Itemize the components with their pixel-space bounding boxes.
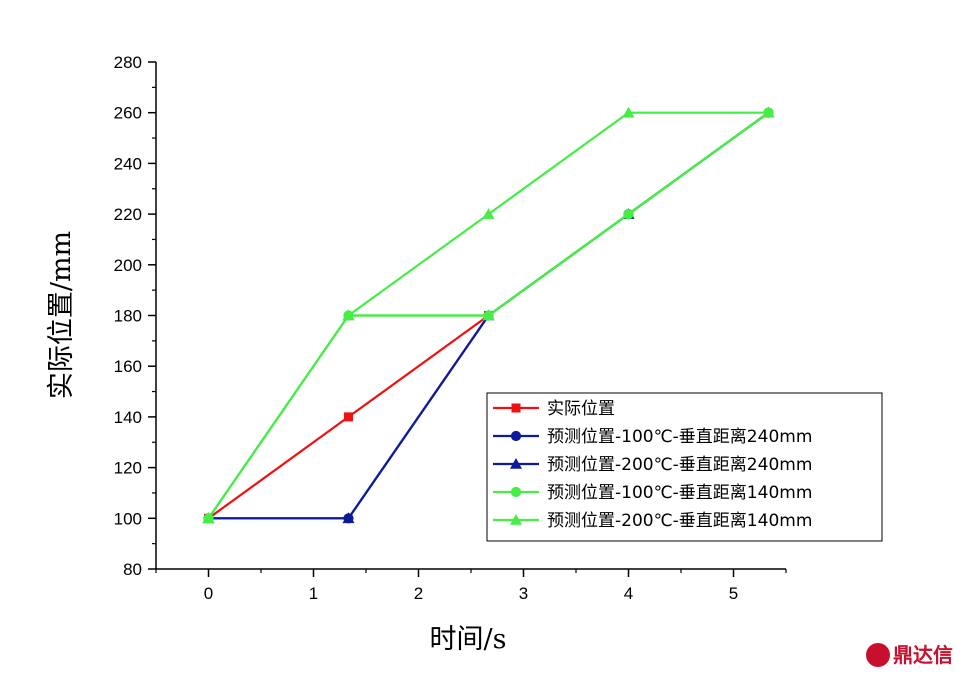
y-tick-label: 120	[114, 459, 142, 478]
legend-label: 预测位置-200℃-垂直距离140mm	[547, 511, 812, 531]
series-5-point	[202, 512, 215, 524]
x-tick-label: 5	[729, 584, 738, 603]
legend-box	[486, 392, 883, 542]
y-tick-label: 100	[114, 509, 142, 528]
x-tick-label: 3	[519, 584, 528, 603]
y-tick-label: 200	[114, 256, 142, 275]
series-5-point	[482, 208, 495, 219]
legend-label: 预测位置-200℃-垂直距离240mm	[547, 455, 812, 475]
x-tick-label: 4	[624, 584, 633, 603]
x-axis-title: 时间/s	[430, 624, 507, 655]
legend-marker	[510, 514, 522, 525]
series-5-point	[622, 106, 635, 118]
series-1	[204, 311, 494, 523]
series-5	[202, 106, 775, 524]
watermark: 鼎达信	[866, 643, 953, 667]
y-tick-label: 280	[114, 53, 142, 72]
axes: 80 100 120 140 160 180 200 220 240 260 280 0 1 2 3 4 5	[114, 53, 787, 603]
x-tick-label: 0	[204, 584, 213, 603]
series-3-point	[342, 512, 355, 524]
legend-label: 预测位置-100℃-垂直距离140mm	[547, 483, 812, 503]
y-tick-label: 180	[114, 307, 142, 326]
series-5-point	[342, 309, 355, 321]
watermark-logo-icon	[866, 643, 890, 667]
y-tick-label: 140	[114, 408, 142, 427]
y-tick-label: 220	[114, 205, 142, 224]
series-layer	[202, 106, 775, 524]
x-tick-label: 1	[309, 584, 318, 603]
watermark-text: 鼎达信	[893, 643, 953, 667]
legend-marker	[510, 430, 522, 442]
legend-marker	[510, 458, 522, 469]
series-5-point	[762, 106, 775, 118]
legend-marker	[511, 403, 521, 413]
series-1-point	[343, 412, 353, 422]
y-tick-label: 80	[123, 560, 142, 579]
y-axis-title: 实际位置/mm	[46, 231, 77, 399]
legend-label: 实际位置	[547, 399, 615, 419]
y-tick-label: 160	[114, 357, 142, 376]
legend-label: 预测位置-100℃-垂直距离240mm	[547, 427, 812, 447]
y-tick-label: 260	[114, 104, 142, 123]
legend-marker	[510, 486, 522, 498]
x-tick-label: 2	[414, 584, 423, 603]
series-5-point	[482, 309, 495, 321]
y-tick-label: 240	[114, 154, 142, 173]
